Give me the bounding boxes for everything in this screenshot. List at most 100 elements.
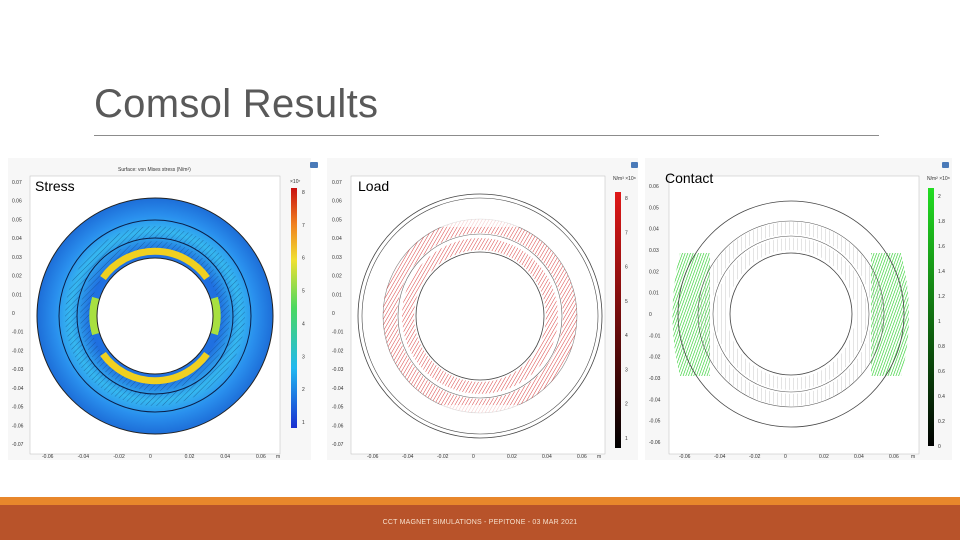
- y-tick-label: -0.06: [332, 423, 344, 429]
- slide-title: Comsol Results: [94, 82, 379, 126]
- y-tick-label: 0.06: [649, 184, 659, 190]
- y-tick-label: -0.03: [332, 367, 344, 373]
- colorbar-tick-label: 3: [302, 354, 305, 360]
- y-tick-label: 0.01: [12, 292, 22, 298]
- y-tick-label: -0.05: [332, 405, 344, 411]
- footer-stripe: [0, 497, 960, 505]
- colorbar-tick-label: 8: [302, 190, 305, 196]
- y-tick-label: -0.05: [649, 419, 661, 425]
- y-tick-label: -0.04: [12, 386, 24, 392]
- contact-plot: N/m² ×10⁸ 2 1.8 1.6 1.4 1.2 1 0.8 0.6 0.4 0.2 0 0.…: [645, 158, 952, 460]
- y-tick-label: -0.02: [12, 348, 24, 354]
- y-tick-label: 0.06: [12, 199, 22, 205]
- x-tick-label: 0: [149, 454, 152, 460]
- y-tick-label: 0.05: [649, 205, 659, 211]
- colorbar-tick-label: 5: [625, 299, 628, 305]
- footer-text: CCT MAGNET SIMULATIONS - PEPITONE - 03 M…: [382, 519, 578, 526]
- colorbar-tick-label: 7: [302, 223, 305, 229]
- x-tick-label: 0.02: [185, 454, 195, 460]
- stress-plot: Surface: von Mises stress (N/m²) ×10⁷ 8 7…: [8, 158, 311, 460]
- y-tick-label: 0: [649, 312, 652, 318]
- x-tick-label: 0.02: [507, 454, 517, 460]
- load-colorbar-unit: N/m³ ×10⁸: [613, 176, 636, 182]
- x-tick-label: -0.02: [113, 454, 125, 460]
- y-tick-label: -0.03: [649, 376, 661, 382]
- x-tick-label: 0.04: [542, 454, 552, 460]
- y-tick-label: 0.05: [332, 217, 342, 223]
- colorbar-tick-label: 1.4: [938, 269, 945, 275]
- colorbar-tick-label: 2: [302, 387, 305, 393]
- contact-plot-panel: N/m² ×10⁸ 2 1.8 1.6 1.4 1.2 1 0.8 0.6 0.4 0.2 0 0.…: [645, 158, 952, 460]
- stress-x-unit: m: [276, 454, 280, 460]
- x-tick-label: 0.02: [819, 454, 829, 460]
- footer-band: [0, 505, 960, 540]
- stress-label: Stress: [35, 178, 75, 194]
- y-tick-label: -0.02: [649, 355, 661, 361]
- y-tick-label: -0.01: [332, 330, 344, 336]
- y-tick-label: -0.02: [332, 348, 344, 354]
- contact-y-ticks: 0.06 0.05 0.04 0.03 0.02 0.01 0 -0.01 -0.02 -0.03…: [649, 184, 661, 446]
- title-divider: [94, 135, 879, 136]
- x-tick-label: -0.04: [78, 454, 90, 460]
- y-tick-label: -0.07: [332, 442, 344, 448]
- y-tick-label: 0.06: [332, 199, 342, 205]
- colorbar-tick-label: 1: [938, 319, 941, 325]
- colorbar-tick-label: 7: [625, 230, 628, 236]
- x-tick-label: -0.02: [749, 454, 761, 460]
- y-tick-label: -0.01: [649, 333, 661, 339]
- x-tick-label: 0: [472, 454, 475, 460]
- colorbar-tick-label: 6: [302, 256, 305, 262]
- colorbar-tick-label: 2: [938, 194, 941, 200]
- y-tick-label: -0.06: [12, 423, 24, 429]
- x-tick-label: 0.06: [889, 454, 899, 460]
- contact-label: Contact: [665, 170, 714, 186]
- y-tick-label: -0.07: [12, 442, 24, 448]
- y-tick-label: 0.01: [332, 292, 342, 298]
- y-tick-label: 0: [332, 311, 335, 317]
- x-tick-label: 0.04: [220, 454, 230, 460]
- contact-colorbar-ticks: 2 1.8 1.6 1.4 1.2 1 0.8 0.6 0.4 0.2 0: [938, 194, 945, 450]
- colorbar-tick-label: 4: [302, 321, 305, 327]
- colorbar-tick-label: 1.2: [938, 294, 945, 300]
- y-tick-label: 0.03: [332, 255, 342, 261]
- y-tick-label: 0.04: [649, 227, 659, 233]
- y-tick-label: 0.07: [12, 180, 22, 186]
- colorbar-tick-label: 0: [938, 444, 941, 450]
- x-tick-label: 0.04: [854, 454, 864, 460]
- colorbar-tick-label: 1: [302, 420, 305, 426]
- export-icon: [942, 162, 949, 168]
- x-tick-label: -0.04: [402, 454, 414, 460]
- contact-colorbar-unit: N/m² ×10⁸: [927, 176, 950, 182]
- x-tick-label: -0.02: [437, 454, 449, 460]
- y-tick-label: -0.03: [12, 367, 24, 373]
- x-tick-label: 0.06: [256, 454, 266, 460]
- colorbar-tick-label: 8: [625, 196, 628, 202]
- load-colorbar-ticks: 8 7 6 5 4 3 2 1: [625, 196, 628, 442]
- colorbar-tick-label: 1.8: [938, 219, 945, 225]
- colorbar-tick-label: 0.4: [938, 394, 945, 400]
- load-label: Load: [358, 178, 390, 194]
- colorbar-tick-label: 1: [625, 436, 628, 442]
- export-icon: [310, 162, 318, 168]
- load-x-unit: m: [597, 454, 601, 460]
- y-tick-label: 0: [12, 311, 15, 317]
- y-tick-label: 0.02: [12, 274, 22, 280]
- export-icon: [631, 162, 638, 168]
- stress-x-ticks: -0.06 -0.04 -0.02 0 0.02 0.04 0.06: [42, 454, 266, 460]
- load-y-ticks: 0.07 0.06 0.05 0.04 0.03 0.02 0.01 0 -0.01 -0.02 -…: [332, 180, 344, 448]
- x-tick-label: -0.06: [42, 454, 54, 460]
- x-tick-label: -0.06: [679, 454, 691, 460]
- y-tick-label: 0.04: [332, 236, 342, 242]
- y-tick-label: 0.05: [12, 217, 22, 223]
- y-tick-label: -0.01: [12, 330, 24, 336]
- colorbar-tick-label: 1.6: [938, 244, 945, 250]
- y-tick-label: 0.03: [649, 248, 659, 254]
- stress-plot-title: Surface: von Mises stress (N/m²): [118, 167, 191, 173]
- y-tick-label: -0.06: [649, 440, 661, 446]
- colorbar-tick-label: 0.2: [938, 419, 945, 425]
- stress-plot-panel: Surface: von Mises stress (N/m²) ×10⁷ 8 7…: [8, 158, 318, 460]
- y-tick-label: 0.02: [332, 274, 342, 280]
- contact-x-ticks: -0.06 -0.04 -0.02 0 0.02 0.04 0.06: [679, 454, 899, 460]
